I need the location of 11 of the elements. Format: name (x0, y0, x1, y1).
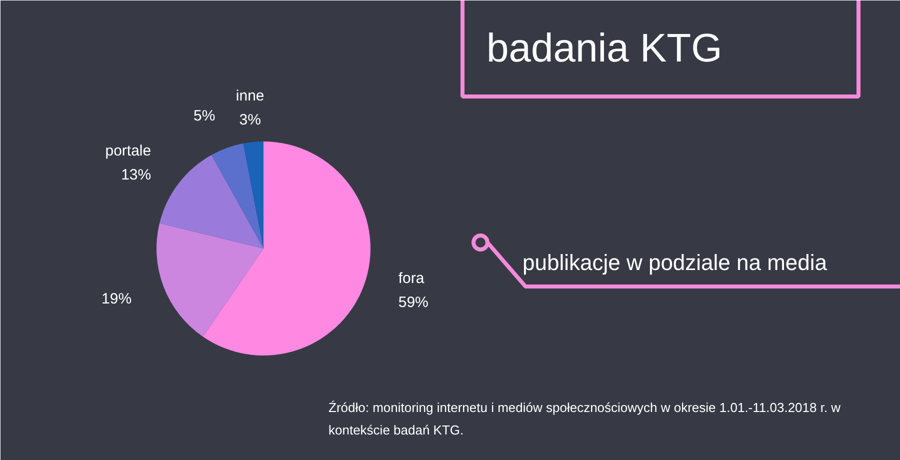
data-label: 59% (398, 294, 428, 311)
data-label: 3% (239, 111, 261, 128)
slice-label: portale (105, 142, 152, 160)
text: Źródło: monitoring internetu i mediów społecznościowych w okresie 1.01.-11.03.2018 r. w kontekście badań KTG. (328, 400, 842, 438)
slice-label: fora (398, 270, 425, 288)
data-label: 5% (194, 107, 216, 124)
data-label: 13% (121, 166, 152, 184)
data-label: 19% (102, 290, 132, 308)
slice-label: inne (236, 88, 264, 104)
text: badania KTG (486, 26, 722, 70)
text: publikacje w podziale na media (522, 250, 828, 275)
